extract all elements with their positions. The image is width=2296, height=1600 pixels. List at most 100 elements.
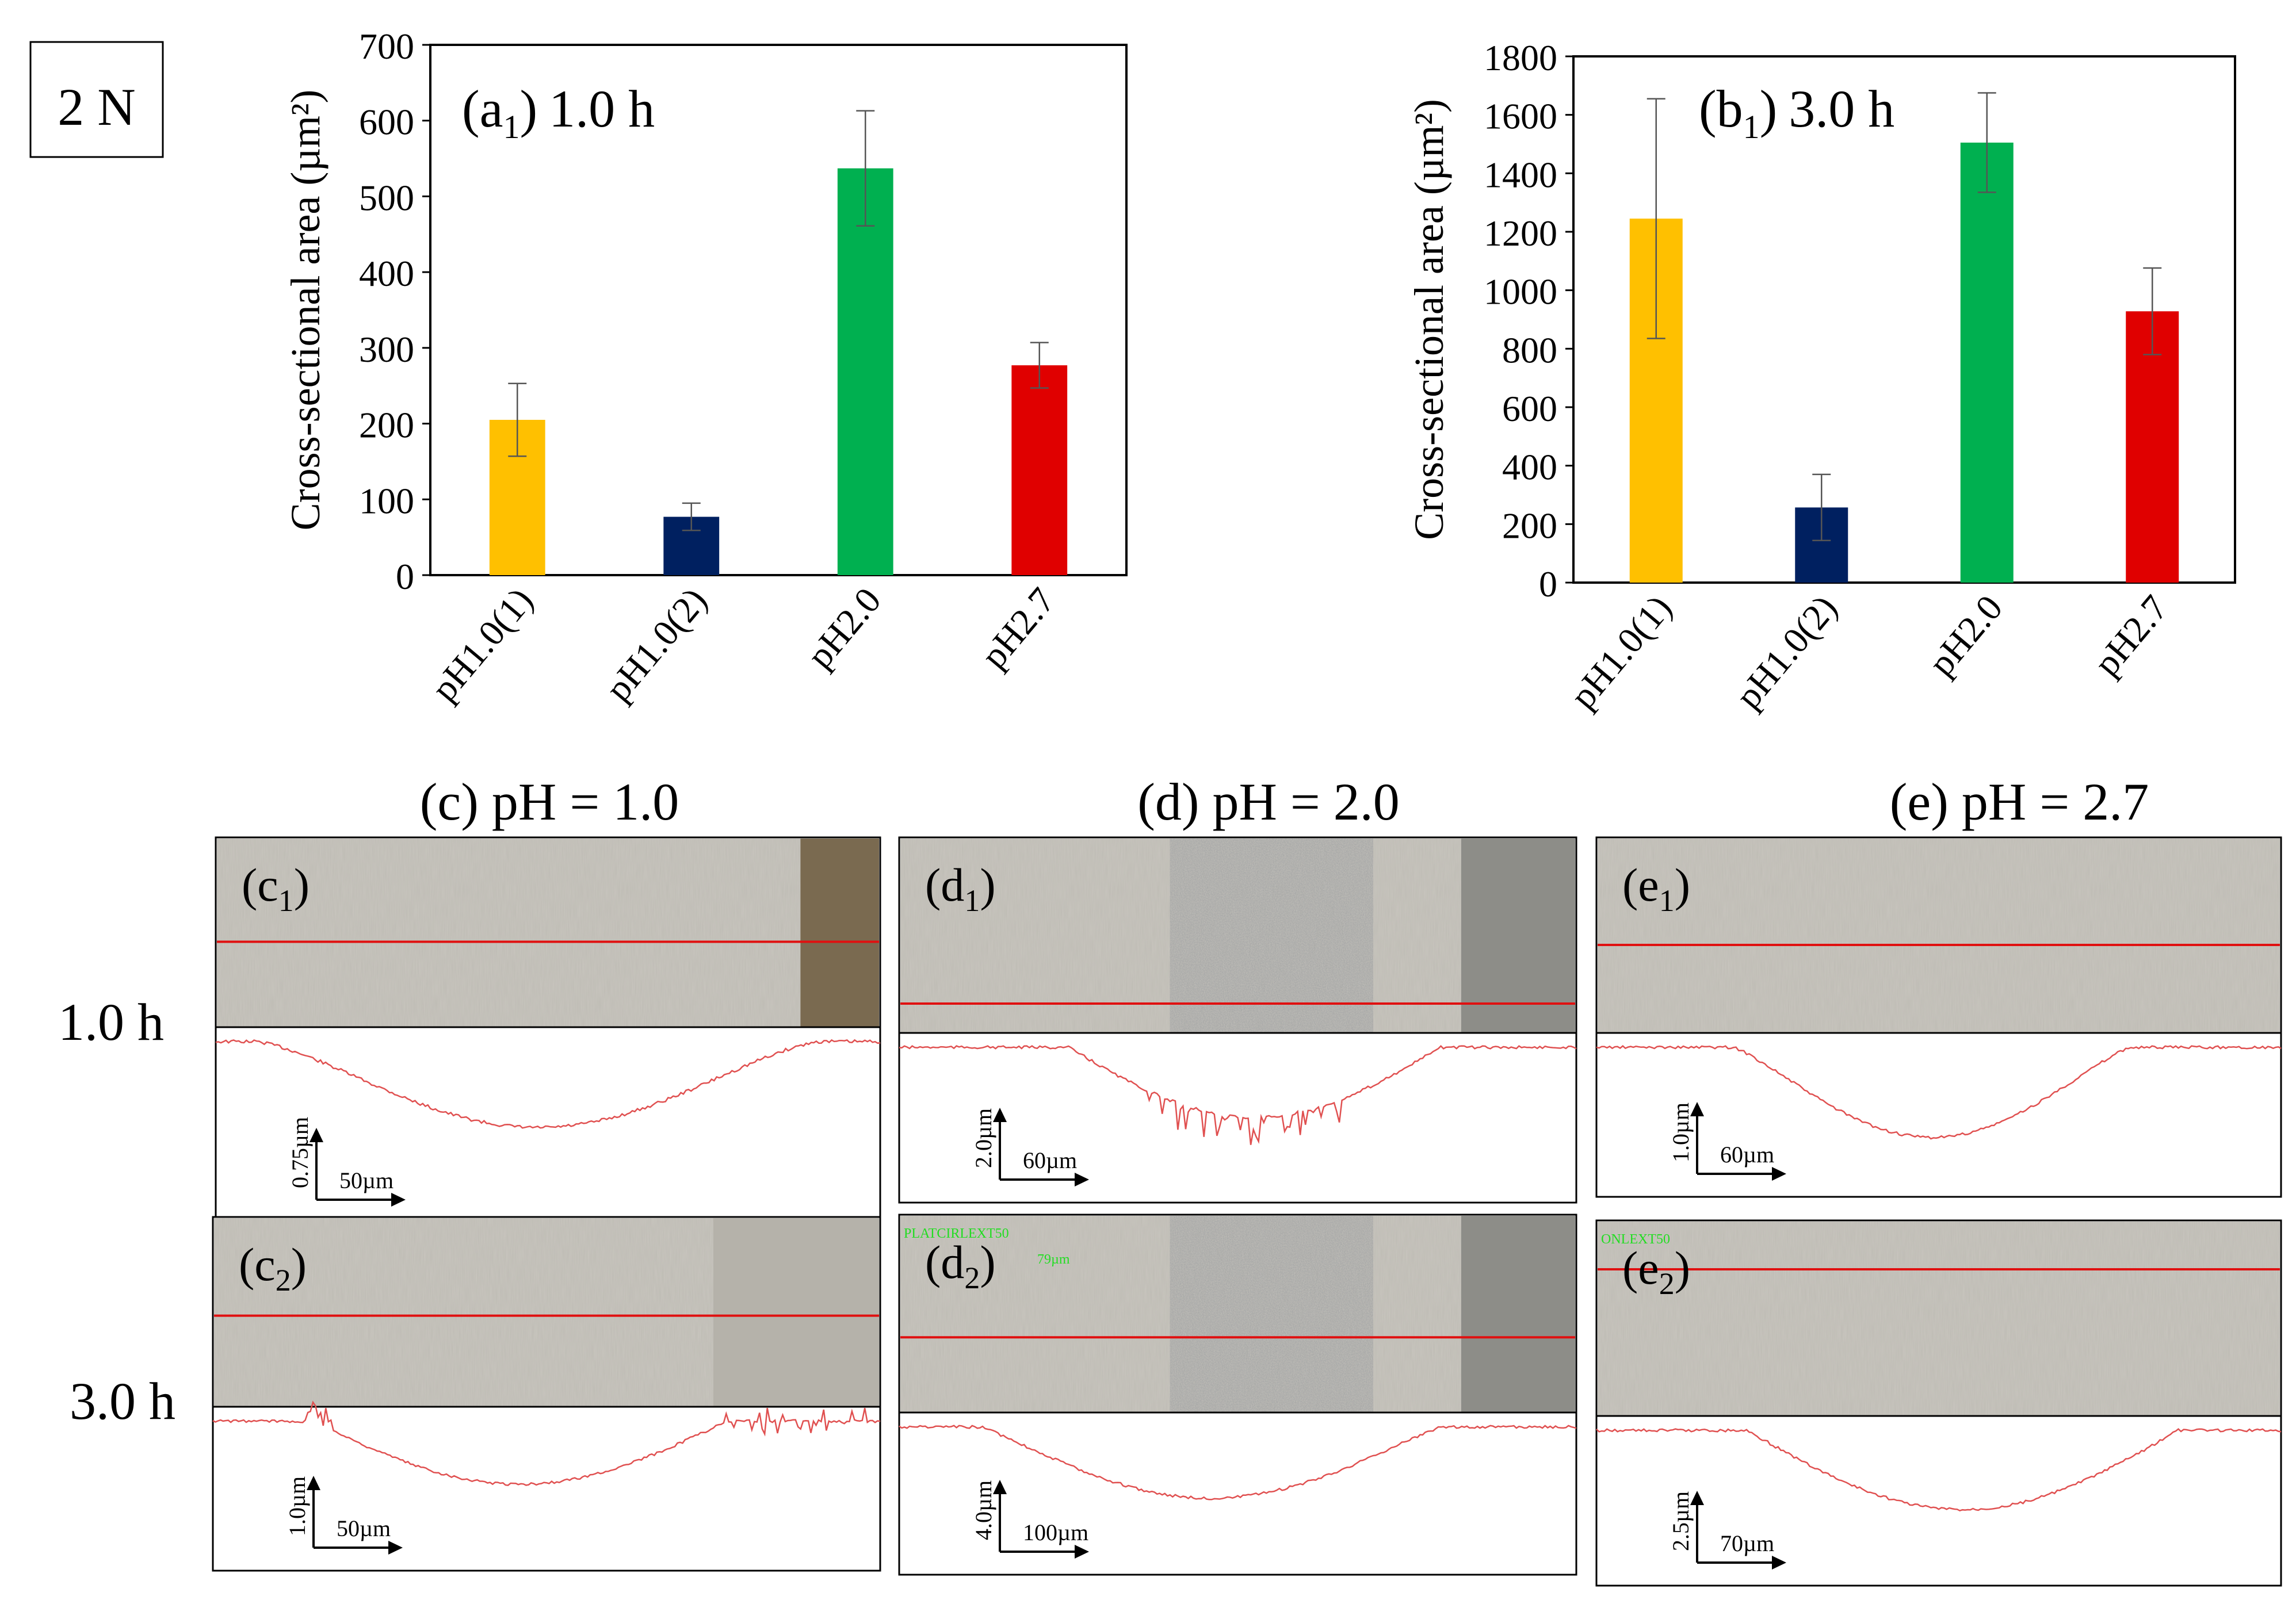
micrograph-dark-region [1461,839,1575,1033]
micrograph-label-letter: (d [925,1236,964,1288]
profile-curve [899,1425,1577,1501]
chart-a-bar [1011,365,1068,575]
figure-label-box [29,41,164,158]
scale-arrow-up-head [1690,1102,1704,1116]
chart-a-title-suffix: ) [519,79,537,138]
profile-curve [215,1039,881,1129]
time-label-1h: 1.0 h [58,993,164,1051]
chart-a-title-sub: 1 [503,108,519,146]
scale-horizontal-label: 60µm [1720,1142,1774,1168]
chart-a: 0 100 200 300 400 500 600 700 pH1.0(1) pH1.0(2) pH… [282,26,1128,709]
condition-label-ph1: (c) pH = 1.0 [420,772,679,831]
chart-b-title-text: 3.0 h [1789,79,1894,138]
micrograph-label: (d1) [925,859,996,918]
scale-arrow-right-head [388,1541,403,1555]
figure-label: 2 N [29,41,164,158]
time-label-3h: 3.0 h [70,1372,175,1430]
scale-arrow-right-head [391,1193,406,1207]
chart-b-plot-frame [1572,55,2236,584]
micrograph-label-sub: 2 [964,1261,980,1295]
micrograph-texture [1598,1222,2280,1416]
micrograph-label-letter: (c [239,1238,276,1291]
chart-a-ytick-label: 200 [359,405,414,446]
chart-b-ytick-label: 600 [1502,388,1557,429]
chart-b-ytick-label: 1000 [1484,271,1557,312]
chart-a-category-label: pH2.7 [973,580,1063,676]
chart-b-ytick-label: 400 [1502,447,1557,488]
scale-arrow-up-head [307,1476,320,1490]
scale-vertical-label: 1.0µm [284,1476,310,1536]
micrograph-texture [1598,839,2280,1033]
chart-b-title: (b1) 3.0 h [1699,79,1894,146]
chart-b-ytick-label: 200 [1502,505,1557,546]
chart-a-ytick-label: 100 [359,480,414,521]
chart-a-ytick-label: 300 [359,329,414,370]
profile-curve [1596,1428,2282,1512]
chart-b-ytick-label: 1600 [1484,96,1557,137]
micrograph-label-letter: (e [1622,1242,1659,1294]
micrograph-corrosion-patches [1170,1216,1373,1413]
chart-b-ytick-label: 0 [1539,564,1557,604]
condition-label-ph27: (e) pH = 2.7 [1890,772,2149,831]
chart-b-category-label: pH2.7 [2086,587,2176,683]
scale-arrow-right-head [1772,1167,1786,1181]
chart-a-category-label: pH1.0(1) [423,580,541,709]
chart-a-title: (a1) 1.0 h [462,79,655,146]
micrograph-panel-c1: (c1) 0.75µm 50µm [215,836,881,1224]
chart-b-ytick-label: 800 [1502,330,1557,370]
micrograph-overlay-text: 79µm [1037,1252,1070,1267]
chart-a-ytick-label: 700 [359,26,414,67]
micrograph-label-letter: (e [1622,859,1659,911]
scale-horizontal-label: 70µm [1720,1530,1774,1556]
profile-curve [899,1045,1577,1145]
scale-arrow-right-head [1772,1556,1786,1570]
micrograph-panel-d1: (d1) 2.0µm 60µm [898,836,1577,1204]
scale-vertical-label: 1.0µm [1668,1103,1694,1162]
scale-arrow-up-head [1690,1491,1704,1505]
chart-a-ytick-label: 0 [396,556,414,597]
scale-arrow-up-head [993,1480,1007,1494]
chart-b-title-sub: 1 [1743,108,1760,146]
chart-a-ytick-label: 500 [359,177,414,218]
chart-a-ytick-label: 600 [359,102,414,143]
scale-arrow-right-head [1075,1173,1089,1186]
micrograph-label-sub: 1 [278,883,294,918]
scale-arrow-up-head [310,1128,323,1142]
micrograph-label: (d2) [925,1236,996,1295]
micrograph-dark-region [1461,1216,1575,1413]
chart-a-plot-frame [429,44,1128,576]
micrograph-grid: (c1)0.75µm 50µm(d1)2.0µm 60µm(e1)1.0µm 60µm… [212,836,2282,1587]
micrograph-panel-e1: (e1) 1.0µm 60µm [1595,836,2282,1198]
micrograph-label-sub: 2 [1659,1266,1675,1301]
chart-b-title-prefix: (b [1699,79,1743,138]
micrograph-label-letter: (c [242,859,278,911]
chart-b-category-label: pH1.0(1) [1562,587,1679,716]
chart-b-category-label: pH1.0(2) [1728,587,1845,716]
scale-horizontal-label: 50µm [339,1168,394,1193]
micrograph-panel-c2: (c2) 1.0µm 50µm [212,1216,881,1572]
profile-curve [212,1400,881,1486]
chart-a-ylabel: Cross-sectional area (µm²) [282,90,328,531]
micrograph-corrosion-patches [1170,839,1373,1033]
micrograph-dark-region [800,839,879,1027]
chart-b-title-suffix: ) [1760,79,1778,138]
micrograph-label-letter: (d [925,859,964,911]
micrograph-overlay-text: PLATCIRLEXT50 [904,1226,1009,1241]
micrograph-overlay-text: ONLEXT50 [1601,1232,1670,1247]
chart-a-ytick-label: 400 [359,253,414,294]
scale-vertical-label: 2.5µm [1668,1491,1694,1551]
chart-a-bar [837,168,893,575]
figure-label-text: 2 N [58,78,135,136]
micrograph-panel-d2: (d2)PLATCIRLEXT50 79µm 4.0µm 100µm [898,1214,1577,1576]
scale-vertical-label: 2.0µm [971,1108,996,1168]
chart-b-category-label: pH2.0 [1920,587,2010,683]
chart-b-ytick-label: 1400 [1484,154,1557,195]
chart-a-title-text: 1.0 h [549,79,655,138]
chart-b-ytick-label: 1800 [1484,37,1557,78]
micrograph-label-close: ) [980,1236,995,1288]
chart-a-category-label: pH2.0 [799,580,889,676]
chart-a-category-label: pH1.0(2) [597,580,715,709]
micrograph-label-close: ) [294,859,310,911]
